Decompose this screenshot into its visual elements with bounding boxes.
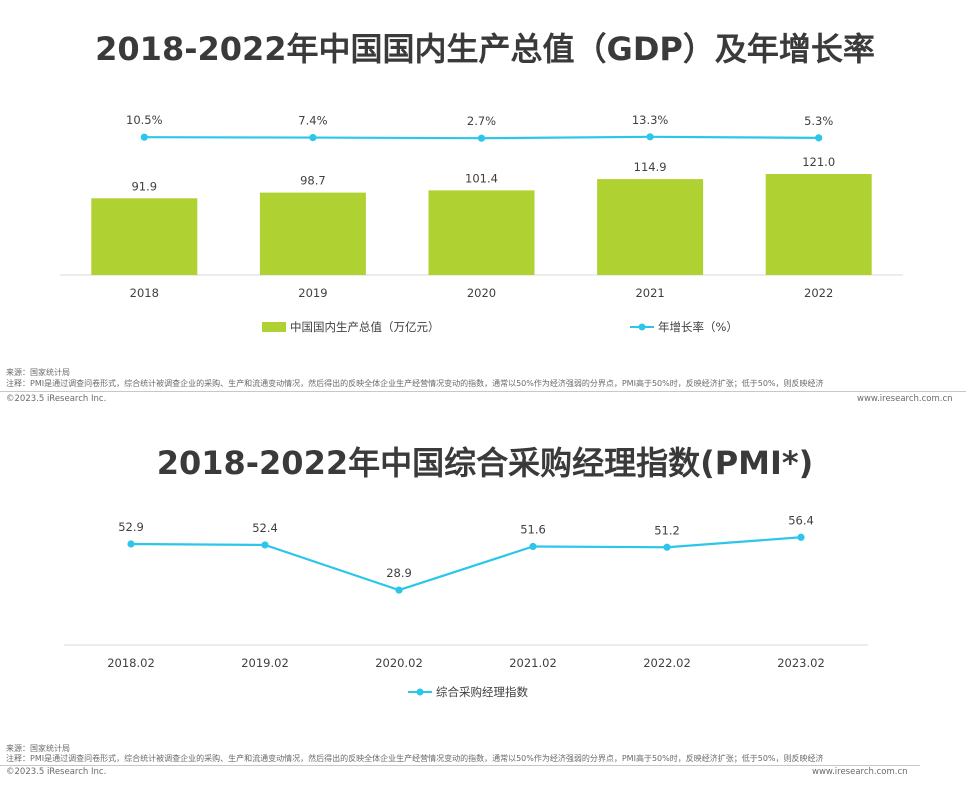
pmi-x-tick-label: 2022.02 bbox=[643, 656, 691, 670]
pmi-label: 51.2 bbox=[654, 523, 680, 537]
pmi-label: 28.9 bbox=[386, 566, 412, 580]
chart-2-site: www.iresearch.com.cn bbox=[812, 767, 908, 777]
pmi-point bbox=[261, 541, 269, 549]
chart-1-note: 注释：PMI是通过调查问卷形式，综合统计被调查企业的采购、生产和流通变动情况，然… bbox=[6, 379, 824, 388]
chart-2-copyright: ©2023.5 iResearch Inc. bbox=[6, 767, 107, 777]
pmi-x-tick-label: 2019.02 bbox=[241, 656, 289, 670]
chart-1-source: 来源：国家统计局 bbox=[6, 368, 70, 377]
x-tick-label: 2021 bbox=[635, 286, 664, 300]
legend-pmi-label: 综合采购经理指数 bbox=[436, 685, 528, 699]
pmi-x-tick-label: 2023.02 bbox=[777, 656, 825, 670]
gdp-bar-label: 91.9 bbox=[131, 179, 157, 193]
pmi-x-tick-label: 2018.02 bbox=[107, 656, 155, 670]
growth-rate-point bbox=[309, 133, 317, 142]
growth-rate-label: 5.3% bbox=[804, 114, 833, 128]
gdp-bar-label: 114.9 bbox=[634, 160, 667, 174]
growth-rate-point bbox=[140, 133, 148, 141]
chart-2-divider bbox=[0, 765, 920, 766]
pmi-point bbox=[127, 540, 135, 548]
pmi-point bbox=[529, 542, 537, 551]
pmi-point bbox=[797, 533, 805, 541]
growth-rate-label: 13.3% bbox=[632, 113, 669, 127]
legend-gdp-swatch bbox=[262, 322, 286, 332]
growth-rate-point bbox=[477, 134, 486, 142]
legend-growth-label: 年增长率（%） bbox=[658, 320, 738, 334]
growth-rate-point bbox=[815, 134, 823, 142]
x-tick-label: 2019 bbox=[298, 286, 327, 300]
chart-2-note: 注释：PMI是通过调查问卷形式，综合统计被调查企业的采购、生产和流通变动情况，然… bbox=[6, 754, 824, 763]
pmi-label: 56.4 bbox=[788, 513, 814, 527]
chart-1-divider bbox=[0, 391, 966, 392]
chart-2-source: 来源：国家统计局 bbox=[6, 744, 70, 753]
gdp-bar bbox=[428, 190, 535, 275]
chart-1-copyright: ©2023.5 iResearch Inc. bbox=[6, 394, 107, 404]
pmi-x-tick-label: 2021.02 bbox=[509, 656, 557, 670]
gdp-chart: 91.9 2018 98.7 2019 101.4 2020 114.9 2021 121.0 2… bbox=[60, 113, 903, 334]
pmi-label: 52.9 bbox=[118, 520, 144, 534]
gdp-bar-label: 121.0 bbox=[802, 155, 835, 169]
pmi-label: 52.4 bbox=[252, 521, 278, 535]
x-tick-label: 2020 bbox=[467, 286, 496, 300]
chart-2-title: 2018-2022年中国综合采购经理指数(PMI*) bbox=[156, 444, 814, 482]
pmi-x-tick-label: 2020.02 bbox=[375, 656, 423, 670]
gdp-bar bbox=[91, 198, 198, 275]
legend-gdp-label: 中国国内生产总值（万亿元） bbox=[290, 320, 440, 334]
x-tick-label: 2018 bbox=[130, 286, 159, 300]
growth-rate-label: 2.7% bbox=[467, 114, 496, 128]
growth-rate-point bbox=[646, 133, 654, 141]
pmi-point bbox=[395, 586, 403, 594]
gdp-bar-label: 101.4 bbox=[465, 171, 498, 185]
gdp-bar bbox=[765, 174, 872, 275]
growth-rate-label: 10.5% bbox=[126, 113, 163, 127]
chart-1-title: 2018-2022年中国国内生产总值（GDP）及年增长率 bbox=[95, 30, 875, 68]
gdp-bar-label: 98.7 bbox=[300, 174, 326, 188]
pmi-label: 51.6 bbox=[520, 522, 546, 536]
pmi-point bbox=[663, 543, 671, 551]
legend-growth-dot bbox=[638, 323, 646, 331]
legend-pmi-dot bbox=[416, 688, 424, 696]
gdp-bar bbox=[259, 192, 366, 275]
x-tick-label: 2022 bbox=[804, 286, 833, 300]
chart-1-site: www.iresearch.com.cn bbox=[857, 394, 953, 404]
pmi-line bbox=[130, 536, 802, 592]
growth-rate-label: 7.4% bbox=[298, 114, 327, 128]
gdp-bar bbox=[597, 179, 704, 275]
